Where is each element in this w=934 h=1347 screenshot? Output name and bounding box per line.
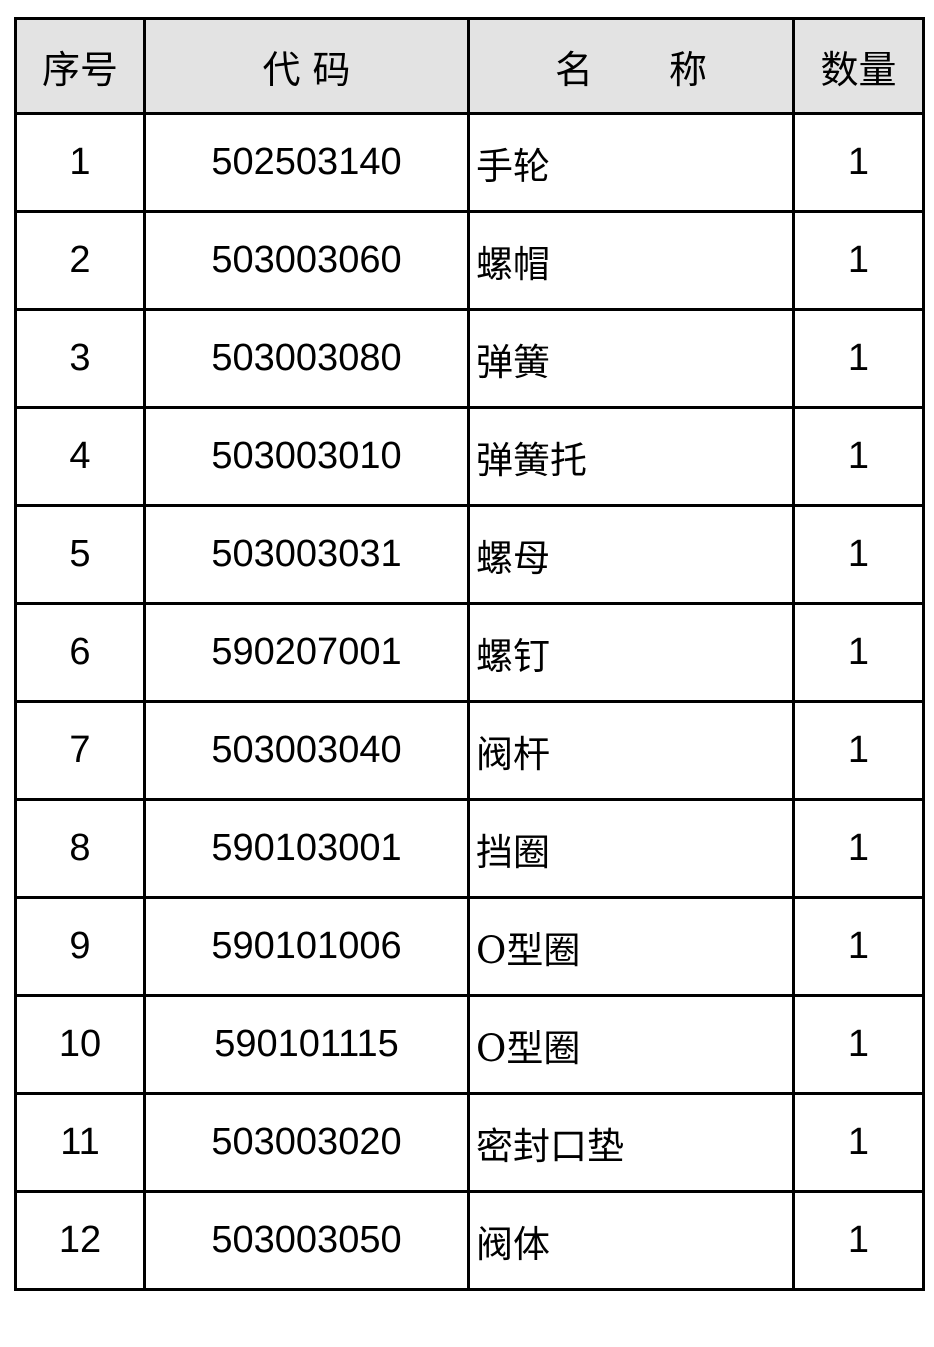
- part-name: 密封口垫: [467, 1092, 795, 1193]
- part-code: 590101115: [143, 994, 470, 1095]
- table-row: 7 503003040 阀杆 1: [14, 700, 925, 801]
- quantity: 1: [792, 210, 925, 311]
- table-row: 2 503003060 螺帽 1: [14, 210, 925, 311]
- table-row: 10 590101115 O型圈 1: [14, 994, 925, 1095]
- part-code: 503003040: [143, 700, 470, 801]
- part-code: 503003031: [143, 504, 470, 605]
- part-name: O型圈: [467, 994, 795, 1095]
- row-number: 9: [14, 896, 146, 997]
- part-code: 590103001: [143, 798, 470, 899]
- row-number: 3: [14, 308, 146, 409]
- part-code: 502503140: [143, 112, 470, 213]
- table-row: 8 590103001 挡圈 1: [14, 798, 925, 899]
- quantity: 1: [792, 504, 925, 605]
- quantity: 1: [792, 406, 925, 507]
- quantity: 1: [792, 112, 925, 213]
- header-qty: 数量: [792, 17, 925, 115]
- quantity: 1: [792, 896, 925, 997]
- table-row: 12 503003050 阀体 1: [14, 1190, 925, 1291]
- part-code: 503003080: [143, 308, 470, 409]
- table-row: 6 590207001 螺钉 1: [14, 602, 925, 703]
- row-number: 8: [14, 798, 146, 899]
- part-name: 螺帽: [467, 210, 795, 311]
- header-code: 代 码: [143, 17, 470, 115]
- part-name: 阀杆: [467, 700, 795, 801]
- part-name: 阀体: [467, 1190, 795, 1291]
- row-number: 2: [14, 210, 146, 311]
- row-number: 7: [14, 700, 146, 801]
- quantity: 1: [792, 994, 925, 1095]
- header-no: 序号: [14, 17, 146, 115]
- table-row: 5 503003031 螺母 1: [14, 504, 925, 605]
- row-number: 10: [14, 994, 146, 1095]
- row-number: 12: [14, 1190, 146, 1291]
- part-code: 503003020: [143, 1092, 470, 1193]
- part-name: 弹簧: [467, 308, 795, 409]
- row-number: 4: [14, 406, 146, 507]
- quantity: 1: [792, 308, 925, 409]
- part-name: 手轮: [467, 112, 795, 213]
- quantity: 1: [792, 602, 925, 703]
- quantity: 1: [792, 1190, 925, 1291]
- table-row: 3 503003080 弹簧 1: [14, 308, 925, 409]
- row-number: 1: [14, 112, 146, 213]
- table-row: 11 503003020 密封口垫 1: [14, 1092, 925, 1193]
- row-number: 6: [14, 602, 146, 703]
- quantity: 1: [792, 700, 925, 801]
- part-code: 503003010: [143, 406, 470, 507]
- header-row: 序号 代 码 名 称 数量: [14, 17, 925, 115]
- part-code: 590101006: [143, 896, 470, 997]
- quantity: 1: [792, 1092, 925, 1193]
- row-number: 11: [14, 1092, 146, 1193]
- parts-table: 序号 代 码 名 称 数量 1 502503140 手轮 1 2 503003060 螺帽 1…: [14, 17, 925, 1291]
- part-code: 503003050: [143, 1190, 470, 1291]
- table-row: 4 503003010 弹簧托 1: [14, 406, 925, 507]
- table-row: 1 502503140 手轮 1: [14, 112, 925, 213]
- part-name: 弹簧托: [467, 406, 795, 507]
- table-row: 9 590101006 O型圈 1: [14, 896, 925, 997]
- part-name: 螺母: [467, 504, 795, 605]
- part-code: 503003060: [143, 210, 470, 311]
- header-name: 名 称: [467, 17, 795, 115]
- row-number: 5: [14, 504, 146, 605]
- part-code: 590207001: [143, 602, 470, 703]
- part-name: 挡圈: [467, 798, 795, 899]
- quantity: 1: [792, 798, 925, 899]
- part-name: O型圈: [467, 896, 795, 997]
- part-name: 螺钉: [467, 602, 795, 703]
